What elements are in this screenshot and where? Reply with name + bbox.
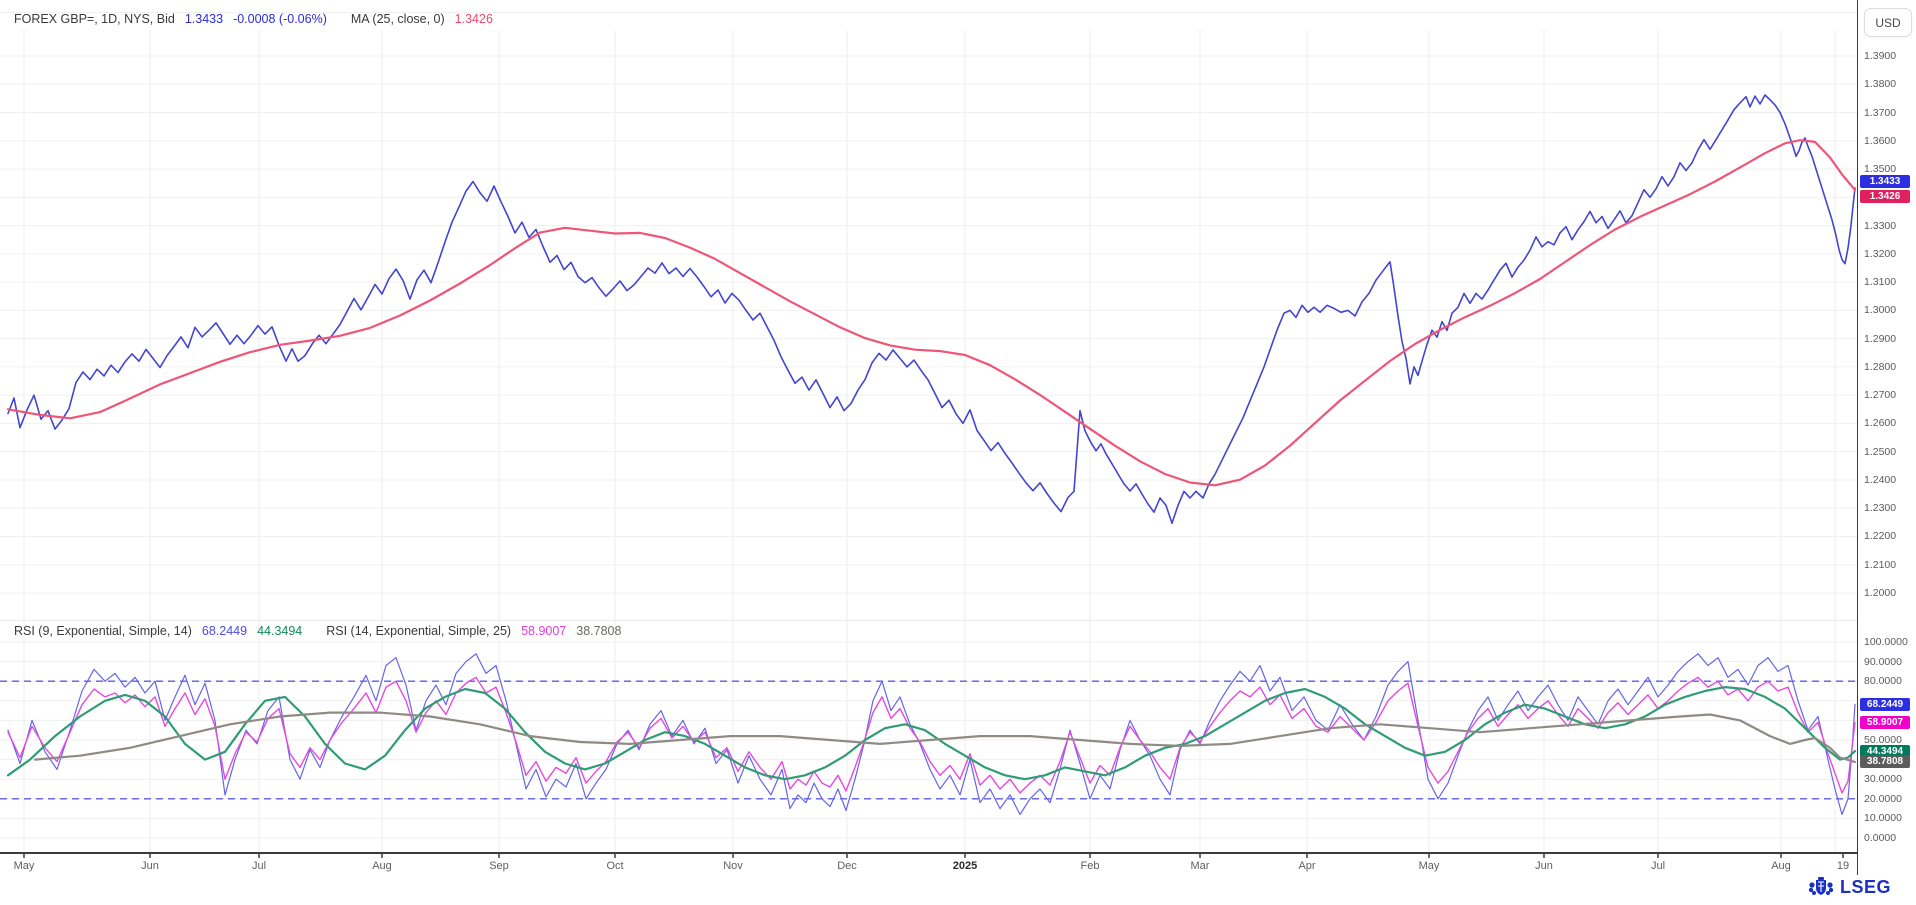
panel-divider [0, 620, 1857, 621]
price-panel-top-border [0, 12, 1857, 13]
axis-tick-label: 1.2200 [1864, 530, 1897, 543]
time-axis-label: Nov [723, 860, 743, 872]
axis-tick-label: 1.3300 [1864, 219, 1897, 232]
time-axis-label: Apr [1298, 860, 1316, 872]
time-axis-label: May [1418, 860, 1440, 872]
chart-plot-area[interactable] [0, 0, 1857, 862]
time-axis-label: Feb [1080, 860, 1100, 872]
axis-tick-label: 100.0000 [1864, 636, 1908, 648]
time-axis-label: Dec [837, 860, 857, 872]
axis-tick-label: 1.3600 [1864, 134, 1897, 147]
axis-tick-label: 0.0000 [1864, 832, 1897, 844]
rsi14-value: 58.9007 [521, 624, 567, 638]
ma-value: 1.3426 [454, 12, 493, 26]
lseg-crest-icon [1808, 877, 1834, 895]
currency-button[interactable]: USD [1864, 8, 1912, 37]
axis-tick-label: 1.2700 [1864, 389, 1897, 402]
axis-tick-label: 1.3000 [1864, 304, 1897, 317]
price-legend: FOREX GBP=, 1D, NYS, Bid 1.3433 -0.0008 … [14, 12, 493, 26]
last-price-value: 1.3433 [184, 12, 224, 26]
rsi9-value: 68.2449 [201, 624, 248, 638]
axis-tick-label: 1.2800 [1864, 360, 1897, 373]
value-badge: 68.2449 [1860, 697, 1910, 711]
rsi-legend: RSI (9, Exponential, Simple, 14) 68.2449… [14, 624, 621, 638]
axis-tick-label: 50.0000 [1864, 734, 1902, 746]
time-axis-label: Jul [1650, 860, 1666, 872]
price-change-value: -0.0008 (-0.06%) [233, 12, 327, 26]
axis-tick-label: 1.3800 [1864, 78, 1897, 91]
axis-tick-label: 10.0000 [1864, 812, 1902, 825]
rsi14-label: RSI (14, Exponential, Simple, 25) [326, 624, 512, 638]
series-rsi-14 [7, 676, 1856, 794]
axis-tick-label: 1.3500 [1864, 163, 1897, 176]
series-ma-25 [6, 139, 1857, 487]
axis-tick-label: 1.3100 [1864, 276, 1897, 289]
rsi9-smooth-value: 44.3494 [257, 624, 303, 638]
series-bid-price [7, 94, 1856, 525]
time-axis-label: Aug [1771, 860, 1791, 872]
value-badge: 58.9007 [1860, 716, 1910, 730]
time-axis-label: Jun [1535, 860, 1553, 872]
axis-tick-label: 1.3700 [1864, 106, 1897, 119]
axis-tick-label: 1.2900 [1864, 332, 1897, 345]
series-rsi-14-smoothing [33, 711, 1857, 764]
rsi14-smooth-value: 38.7808 [576, 624, 622, 638]
instrument-title: FOREX GBP=, 1D, NYS, Bid [14, 12, 175, 26]
time-axis-label: 19 [1836, 860, 1850, 872]
value-badge: 44.3494 [1860, 744, 1910, 758]
series-rsi-9 [7, 653, 1856, 816]
axis-tick-label: 1.2600 [1864, 417, 1897, 430]
axis-tick-label: 1.3900 [1864, 50, 1897, 62]
value-badge: 38.7808 [1860, 755, 1910, 769]
time-axis-label: Jun [141, 860, 159, 872]
lseg-logo-text: LSEG [1840, 876, 1892, 897]
time-axis-label: Jul [251, 860, 267, 872]
axis-tick-label: 90.0000 [1864, 655, 1902, 668]
time-axis-label: Sep [489, 860, 509, 872]
time-axis-label: Mar [1190, 860, 1210, 872]
series-rsi-9-smoothing [6, 685, 1857, 781]
value-badge: 1.3433 [1860, 174, 1910, 188]
time-axis-label: 2025 [952, 860, 978, 872]
axis-tick-label: 1.2300 [1864, 502, 1897, 515]
rsi9-label: RSI (9, Exponential, Simple, 14) [14, 624, 192, 638]
axis-tick-label: 1.2000 [1864, 587, 1897, 599]
axis-tick-label: 20.0000 [1864, 792, 1902, 805]
time-axis-label: Oct [606, 860, 624, 872]
axis-tick-label: 1.3200 [1864, 247, 1897, 260]
axis-tick-label: 30.0000 [1864, 773, 1902, 786]
axis-tick-label: 80.0000 [1864, 675, 1902, 688]
time-axis[interactable]: May Jun Jul Aug Sep Oct Nov Dec 2025 Feb Mar Apr May… [0, 853, 1857, 879]
axis-tick-label: 1.2400 [1864, 473, 1897, 486]
value-badge: 1.3426 [1860, 189, 1910, 203]
ma-label: MA (25, close, 0) [350, 12, 445, 26]
axis-tick-label: 1.2100 [1864, 558, 1897, 571]
axis-tick-label: 1.2500 [1864, 445, 1897, 458]
price-axis-column[interactable]: USD 1.3900 1.3800 1.3700 1.3600 1.3500 1.3300… [1857, 0, 1916, 875]
lseg-logo: LSEG [1808, 876, 1891, 898]
time-axis-label: May [13, 860, 35, 872]
time-axis-label: Aug [372, 860, 392, 872]
